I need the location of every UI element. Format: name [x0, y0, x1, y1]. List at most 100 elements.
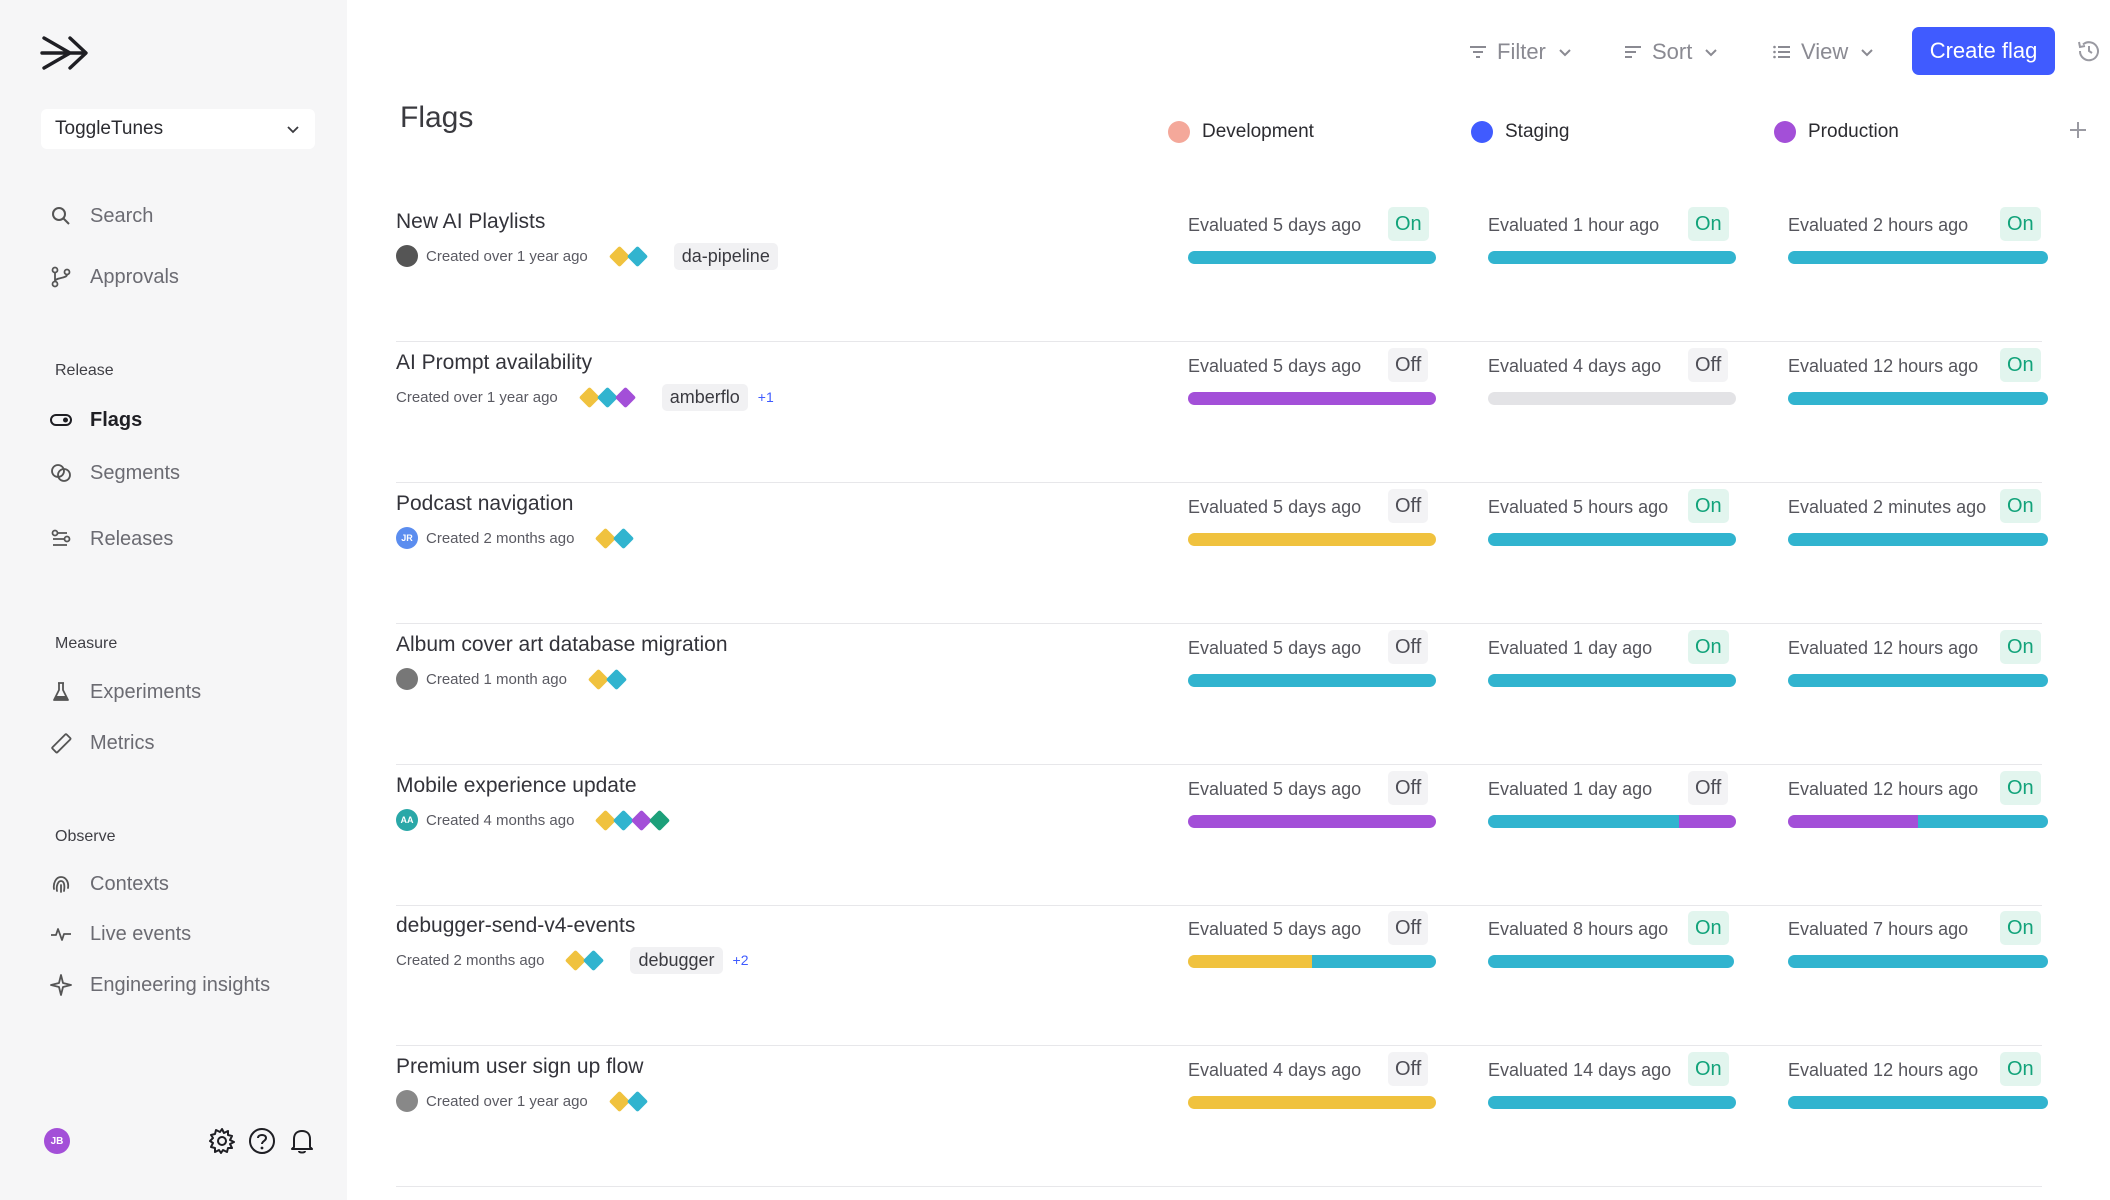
status-badge[interactable]: Off [1388, 1052, 1429, 1086]
status-badge[interactable]: On [1388, 207, 1429, 241]
flag-name-link[interactable]: AI Prompt availability [396, 351, 593, 374]
env-status-cell-staging[interactable]: Evaluated 14 days ago On [1488, 1047, 1736, 1137]
env-status-cell-development[interactable]: Evaluated 5 days ago Off [1188, 343, 1436, 433]
flag-row[interactable]: Album cover art database migration Create… [396, 625, 2048, 765]
status-badge[interactable]: On [2000, 1052, 2041, 1086]
status-badge[interactable]: Off [1388, 630, 1429, 664]
flag-name-link[interactable]: Mobile experience update [396, 774, 637, 797]
flag-name-link[interactable]: Album cover art database migration [396, 633, 728, 656]
history-icon[interactable] [2076, 38, 2102, 64]
sort-button[interactable]: Sort [1623, 36, 1721, 68]
flag-name-link[interactable]: Premium user sign up flow [396, 1055, 644, 1078]
user-avatar[interactable]: JB [44, 1128, 70, 1154]
env-status-cell-production[interactable]: Evaluated 7 hours ago On [1788, 906, 2048, 996]
status-badge[interactable]: Off [1688, 348, 1729, 382]
flag-row[interactable]: Podcast navigation JR Created 2 months ago… [396, 484, 2048, 624]
status-badge[interactable]: On [1688, 1052, 1729, 1086]
sidebar-footer: JB [0, 1124, 347, 1158]
env-header-staging[interactable]: Staging [1471, 121, 1569, 143]
bell-icon[interactable] [287, 1126, 317, 1156]
sidebar-item-approvals[interactable]: Approvals [50, 260, 179, 294]
env-header-production[interactable]: Production [1774, 121, 1899, 143]
status-badge[interactable]: On [2000, 207, 2041, 241]
logo-arrow-icon[interactable] [40, 30, 92, 76]
env-status-cell-production[interactable]: Evaluated 12 hours ago On [1788, 625, 2048, 715]
status-badge[interactable]: On [2000, 489, 2041, 523]
status-badge[interactable]: On [2000, 348, 2041, 382]
env-status-cell-production[interactable]: Evaluated 12 hours ago On [1788, 343, 2048, 433]
env-status-cell-development[interactable]: Evaluated 5 days ago Off [1188, 625, 1436, 715]
env-status-cell-production[interactable]: Evaluated 12 hours ago On [1788, 766, 2048, 856]
sidebar-item-engineering-insights[interactable]: Engineering insights [50, 968, 270, 1002]
status-badge[interactable]: On [1688, 489, 1729, 523]
create-flag-button[interactable]: Create flag [1912, 27, 2055, 75]
status-badge[interactable]: Off [1688, 771, 1729, 805]
evaluated-text: Evaluated 4 days ago [1188, 1060, 1362, 1080]
sidebar-item-search[interactable]: Search [50, 199, 153, 233]
evaluated-text: Evaluated 4 days ago [1488, 356, 1662, 376]
flag-row[interactable]: Premium user sign up flow Created over 1 … [396, 1047, 2048, 1187]
env-status-cell-staging[interactable]: Evaluated 5 hours ago On [1488, 484, 1736, 574]
help-icon[interactable] [247, 1126, 277, 1156]
sidebar-item-label: Releases [90, 527, 174, 550]
status-badge[interactable]: On [2000, 630, 2041, 664]
sidebar-item-segments[interactable]: Segments [50, 456, 180, 490]
env-status-cell-development[interactable]: Evaluated 5 days ago Off [1188, 484, 1436, 574]
sidebar-item-releases[interactable]: Releases [50, 522, 173, 556]
filter-label: Filter [1497, 39, 1546, 64]
more-tags-count[interactable]: +2 [732, 952, 749, 968]
env-status-cell-development[interactable]: Evaluated 5 days ago Off [1188, 906, 1436, 996]
flag-row[interactable]: debugger-send-v4-events Created 2 months … [396, 906, 2048, 1046]
flag-meta: AA Created 4 months ago [396, 806, 671, 834]
env-status-cell-staging[interactable]: Evaluated 1 day ago On [1488, 625, 1736, 715]
status-badge[interactable]: On [1688, 911, 1729, 945]
gear-icon[interactable] [207, 1126, 237, 1156]
env-status-cell-staging[interactable]: Evaluated 4 days ago Off [1488, 343, 1736, 433]
flag-tag[interactable]: da-pipeline [673, 242, 778, 270]
status-badge[interactable]: Off [1388, 348, 1429, 382]
status-badge[interactable]: Off [1388, 489, 1429, 523]
status-badge[interactable]: Off [1388, 911, 1429, 945]
env-status-cell-production[interactable]: Evaluated 2 hours ago On [1788, 202, 2048, 292]
variation-bar [1788, 392, 2048, 405]
status-badge[interactable]: Off [1388, 771, 1429, 805]
flag-name-link[interactable]: Podcast navigation [396, 492, 574, 515]
sparkle-icon [50, 974, 72, 996]
env-name: Development [1202, 121, 1314, 142]
env-header-development[interactable]: Development [1168, 121, 1314, 143]
variation-bar [1788, 251, 2048, 264]
sidebar-item-flags[interactable]: Flags [50, 403, 142, 437]
env-status-cell-development[interactable]: Evaluated 5 days ago On [1188, 202, 1436, 292]
status-badge[interactable]: On [1688, 207, 1729, 241]
project-selector[interactable]: ToggleTunes [41, 109, 315, 149]
fingerprint-icon [52, 876, 70, 893]
env-status-cell-staging[interactable]: Evaluated 1 hour ago On [1488, 202, 1736, 292]
add-environment-icon[interactable] [2066, 118, 2090, 142]
env-status-cell-production[interactable]: Evaluated 2 minutes ago On [1788, 484, 2048, 574]
env-status-cell-development[interactable]: Evaluated 5 days ago Off [1188, 766, 1436, 856]
status-badge[interactable]: On [2000, 771, 2041, 805]
view-button[interactable]: View [1772, 36, 1877, 68]
env-status-cell-development[interactable]: Evaluated 4 days ago Off [1188, 1047, 1436, 1137]
status-badge[interactable]: On [1688, 630, 1729, 664]
flag-name-link[interactable]: debugger-send-v4-events [396, 914, 636, 937]
env-status-cell-staging[interactable]: Evaluated 1 day ago Off [1488, 766, 1736, 856]
status-badge[interactable]: On [2000, 911, 2041, 945]
sidebar-item-metrics[interactable]: Metrics [50, 726, 154, 760]
more-tags-count[interactable]: +1 [757, 389, 774, 405]
filter-button[interactable]: Filter [1468, 36, 1575, 68]
section-label-release: Release [55, 362, 114, 379]
variation-segment [1312, 955, 1436, 968]
env-status-cell-staging[interactable]: Evaluated 8 hours ago On [1488, 906, 1734, 996]
env-status-cell-production[interactable]: Evaluated 12 hours ago On [1788, 1047, 2048, 1137]
flag-row[interactable]: Mobile experience update AA Created 4 mont… [396, 766, 2048, 906]
sidebar-item-experiments[interactable]: Experiments [50, 675, 201, 709]
flag-row[interactable]: New AI Playlists Created over 1 year ago d… [396, 202, 2048, 342]
flag-tag[interactable]: debugger [630, 946, 723, 974]
sidebar-item-live-events[interactable]: Live events [50, 917, 191, 951]
flag-row[interactable]: AI Prompt availability Created over 1 yea… [396, 343, 2048, 483]
evaluated-text: Evaluated 5 days ago [1188, 638, 1362, 658]
flag-name-link[interactable]: New AI Playlists [396, 210, 546, 233]
sidebar-item-contexts[interactable]: Contexts [50, 867, 169, 901]
flag-tag[interactable]: amberflo [661, 383, 748, 411]
